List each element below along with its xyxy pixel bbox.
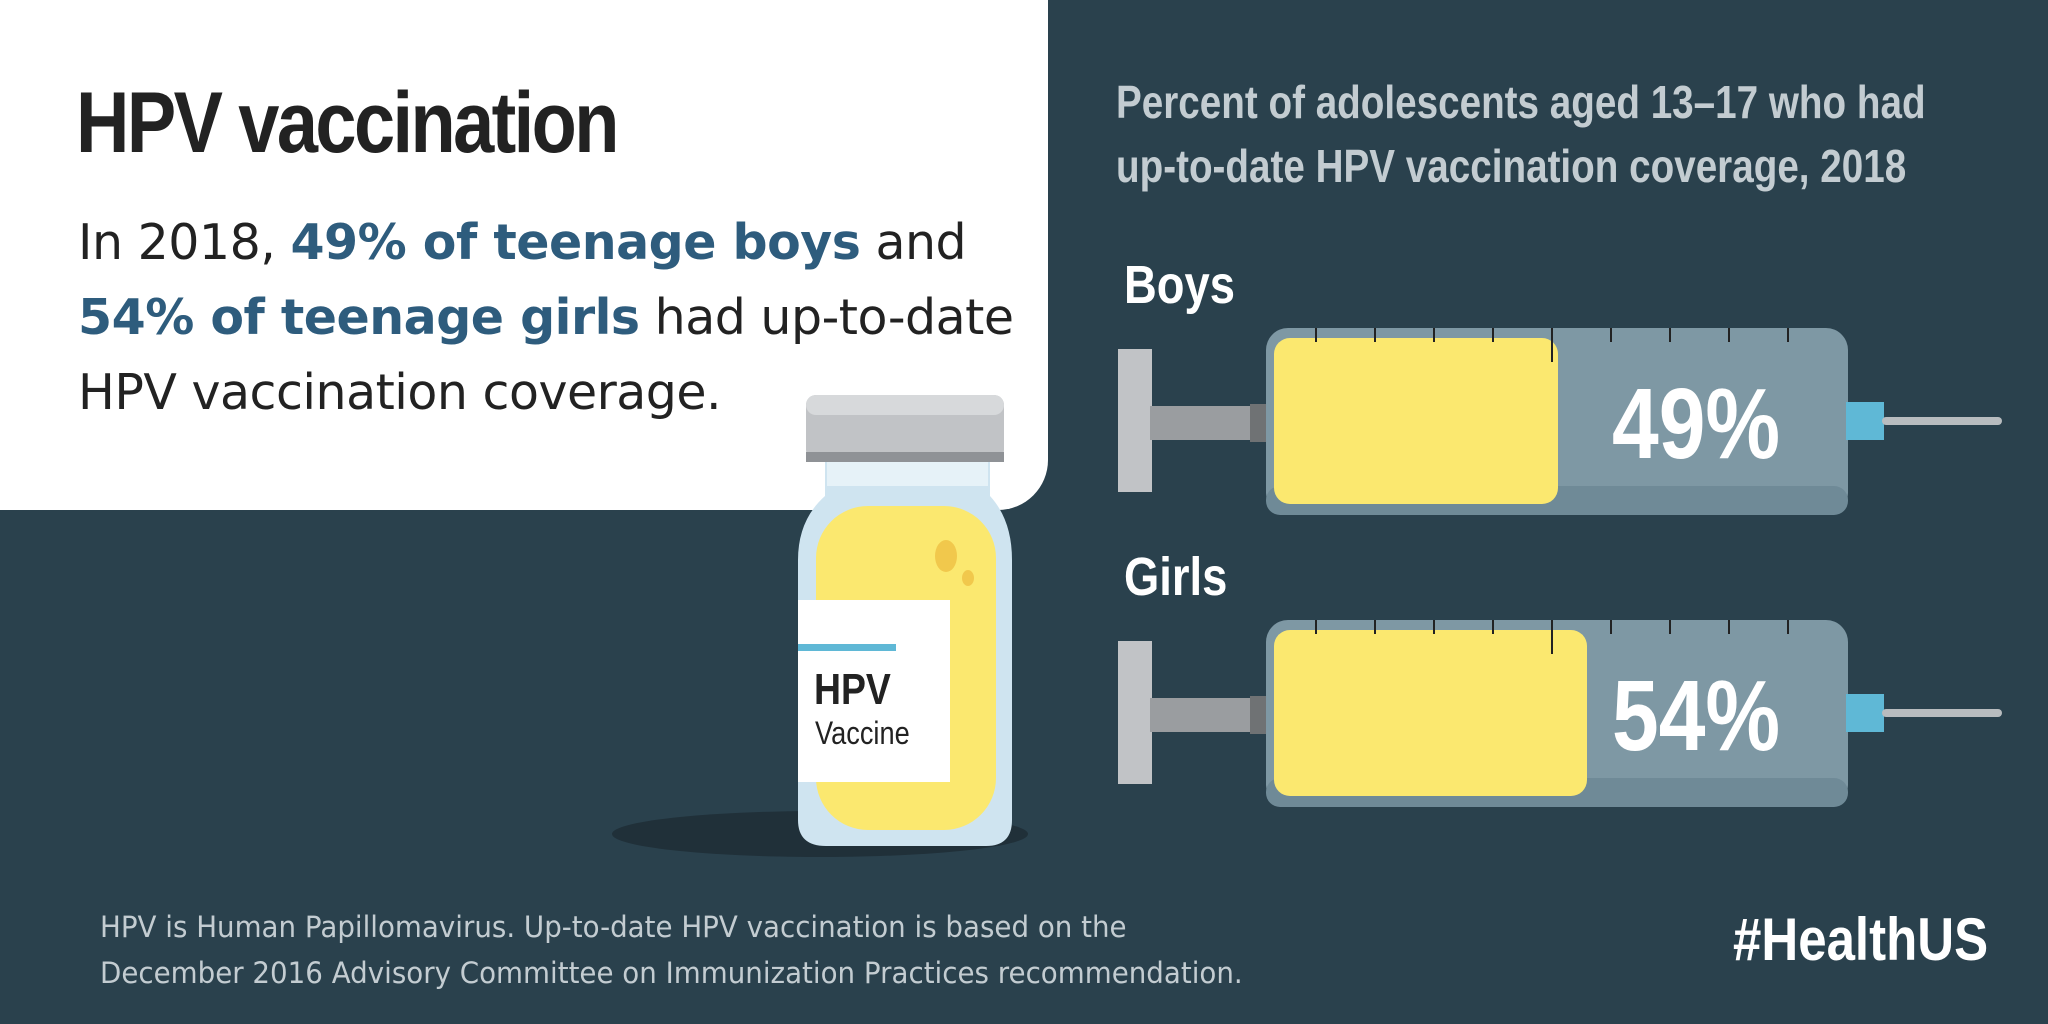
boys-needle (1882, 417, 2002, 425)
page-title: HPV vaccination (76, 75, 619, 171)
boys-highlight: 49% of teenage boys (290, 214, 861, 271)
girls-plunger-handle (1118, 641, 1152, 784)
category-label-boys: Boys (1124, 255, 1235, 315)
vial-cap-top (806, 395, 1004, 415)
girls-needle-hub (1846, 694, 1884, 732)
boys-plunger-seal (1250, 404, 1268, 442)
footnote-line-1: HPV is Human Papillomavirus. Up-to-date … (100, 910, 1127, 944)
girls-highlight: 54% of teenage girls (78, 289, 640, 346)
boys-plunger-handle (1118, 349, 1152, 492)
boys-plunger-rod (1150, 406, 1254, 440)
vial-label (798, 600, 950, 782)
vial-label-hpv: HPV (814, 664, 891, 714)
vial-bubble-small (962, 570, 974, 586)
vial-neck-highlight (827, 460, 988, 486)
girls-needle (1882, 709, 2002, 717)
summary-part-1: In 2018, (78, 214, 291, 271)
vial-cap-band (806, 452, 1004, 462)
category-label-girls: Girls (1124, 547, 1228, 607)
boys-value-label: 49% (1612, 367, 1780, 480)
girls-plunger-seal (1250, 696, 1268, 734)
chart-title-line-2: up-to-date HPV vaccination coverage, 201… (1116, 140, 1907, 192)
summary-text: In 2018, 49% of teenage boys and 54% of … (78, 205, 1038, 430)
chart-title-line-1: Percent of adolescents aged 13–17 who ha… (1116, 76, 1926, 128)
summary-part-3: had up-to-date HPV vaccination coverage. (78, 289, 1014, 421)
hashtag: #HealthUS (1732, 906, 1988, 973)
vial-label-stripe (798, 644, 896, 651)
boys-value-bar (1274, 338, 1558, 504)
chart-title: Percent of adolescents aged 13–17 who ha… (1116, 70, 1926, 198)
footnote: HPV is Human Papillomavirus. Up-to-date … (100, 904, 1243, 996)
boys-needle-hub (1846, 402, 1884, 440)
vial-bubble (935, 540, 957, 572)
vial-label-vaccine: Vaccine (815, 716, 910, 752)
footnote-line-2: December 2016 Advisory Committee on Immu… (100, 956, 1243, 990)
girls-plunger-rod (1150, 698, 1254, 732)
girls-value-bar (1274, 630, 1587, 796)
girls-value-label: 54% (1612, 659, 1780, 772)
summary-part-2: and (860, 214, 967, 271)
